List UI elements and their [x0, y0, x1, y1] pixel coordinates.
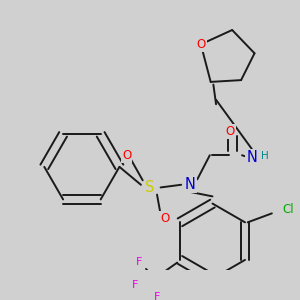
Text: N: N [246, 150, 257, 165]
Text: F: F [132, 280, 138, 290]
Text: O: O [122, 149, 131, 162]
Text: O: O [226, 124, 235, 138]
Text: O: O [160, 212, 170, 225]
Text: H: H [261, 151, 269, 161]
Text: S: S [145, 180, 154, 195]
Text: Cl: Cl [282, 203, 294, 216]
Text: F: F [136, 257, 142, 267]
Text: N: N [185, 177, 196, 192]
Text: F: F [154, 292, 160, 300]
Text: O: O [196, 38, 206, 51]
